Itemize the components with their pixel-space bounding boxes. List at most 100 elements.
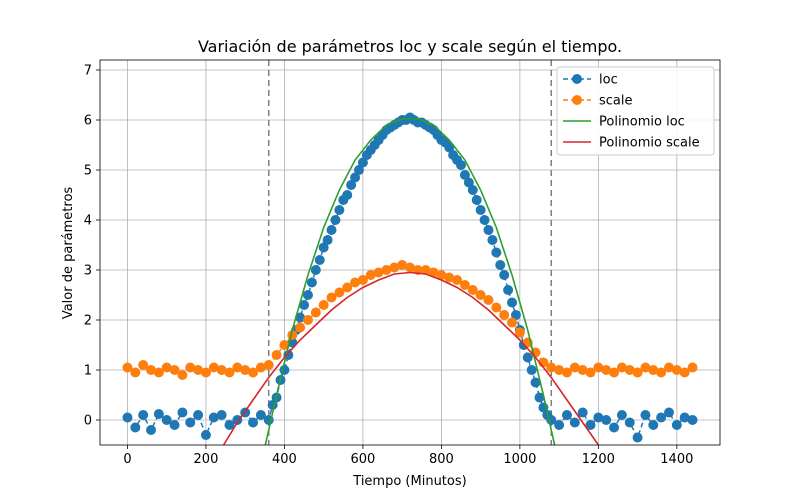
- loc-point: [208, 412, 219, 423]
- legend: loc scale Polinomio loc Polinomio scale: [556, 66, 715, 156]
- loc-point: [350, 172, 361, 183]
- scale-point: [240, 365, 251, 375]
- legend-marker-scale: [572, 95, 582, 105]
- scale-point: [389, 262, 400, 273]
- y-tick-label: 1: [84, 364, 92, 379]
- scale-point: [161, 362, 172, 373]
- scale-point: [648, 365, 659, 375]
- loc-point: [467, 185, 478, 195]
- loc-point: [357, 157, 368, 168]
- legend-label-polinomio-scale: Polinomio scale: [599, 136, 700, 151]
- scale-point: [295, 322, 306, 333]
- scale-point: [357, 275, 368, 285]
- y-tick-label: 2: [84, 314, 92, 329]
- scale-point: [569, 362, 580, 373]
- scale-point: [405, 262, 415, 273]
- loc-point: [507, 297, 518, 308]
- loc-point: [161, 415, 172, 425]
- chart-title: Variación de parámetros loc y scale segú…: [198, 37, 622, 56]
- x-tick-label: 0: [123, 452, 131, 467]
- loc-point: [495, 260, 506, 270]
- scale-point: [193, 365, 204, 375]
- plot-area: 0 200 400 600 800 1000 1200 1400 0 1 2 3 4 5 6 7: [84, 59, 721, 467]
- loc-point: [299, 300, 310, 310]
- scale-point: [624, 365, 635, 375]
- loc-point: [561, 410, 572, 420]
- x-tick-label: 1200: [582, 452, 615, 467]
- loc-point: [503, 285, 514, 295]
- loc-point: [632, 432, 643, 443]
- scale-point: [177, 370, 188, 380]
- loc-point: [353, 165, 364, 175]
- x-tick-label: 1400: [660, 452, 693, 467]
- loc-point: [346, 180, 357, 190]
- scale-point: [397, 260, 408, 270]
- scale-point: [255, 362, 266, 373]
- scale-point: [679, 367, 690, 378]
- scale-point: [577, 365, 588, 375]
- scale-point: [499, 310, 510, 320]
- loc-point: [306, 277, 317, 288]
- loc-point: [459, 170, 470, 180]
- loc-point: [499, 270, 510, 280]
- loc-point: [601, 415, 612, 425]
- x-tick-label: 200: [194, 452, 219, 467]
- scale-point: [616, 362, 627, 373]
- x-tick-label: 600: [350, 452, 375, 467]
- loc-point: [326, 225, 337, 235]
- loc-point: [314, 255, 325, 265]
- scale-point: [483, 295, 494, 305]
- loc-point: [656, 412, 667, 423]
- loc-point: [444, 142, 455, 153]
- scale-point: [640, 362, 651, 373]
- scale-point: [632, 367, 643, 378]
- scale-point: [146, 365, 157, 375]
- scale-point: [334, 287, 345, 298]
- scale-point: [216, 365, 227, 375]
- scale-point: [514, 327, 525, 338]
- loc-point: [224, 420, 235, 430]
- legend-box: [556, 66, 715, 156]
- scale-point: [153, 367, 164, 378]
- scale-point: [420, 265, 431, 275]
- loc-point: [530, 377, 541, 388]
- scale-point: [200, 367, 211, 378]
- scale-point: [130, 367, 141, 378]
- loc-point: [624, 417, 635, 428]
- loc-point: [679, 412, 690, 423]
- loc-point: [255, 410, 266, 420]
- scale-point: [585, 367, 596, 378]
- scale-point: [350, 277, 361, 288]
- loc-point: [569, 417, 580, 428]
- scale-point: [302, 315, 313, 325]
- legend-label-loc: loc: [599, 73, 618, 88]
- loc-point: [585, 420, 596, 430]
- loc-point: [177, 407, 188, 418]
- scale-point: [373, 267, 384, 278]
- scale-point: [593, 362, 604, 373]
- loc-point: [510, 310, 521, 320]
- loc-point: [554, 420, 565, 430]
- loc-point: [279, 365, 290, 375]
- x-tick-label: 1000: [503, 452, 536, 467]
- x-tick-label: 800: [429, 452, 454, 467]
- y-tick-label: 0: [84, 414, 92, 429]
- loc-point: [153, 409, 164, 419]
- scale-point: [554, 365, 565, 375]
- scale-point: [381, 265, 392, 275]
- series-group: [122, 60, 698, 445]
- loc-point: [616, 410, 627, 420]
- scale-point: [169, 365, 180, 375]
- axes-frame: [99, 59, 721, 446]
- loc-point: [302, 290, 313, 300]
- scale-point: [365, 270, 376, 280]
- loc-point: [534, 392, 545, 403]
- loc-point: [687, 415, 698, 425]
- scale-point: [467, 285, 478, 295]
- loc-point: [671, 420, 682, 430]
- scale-point: [561, 367, 572, 378]
- scale-point: [326, 292, 337, 303]
- loc-point: [310, 265, 321, 275]
- loc-point: [526, 365, 537, 375]
- scale-point: [428, 267, 439, 278]
